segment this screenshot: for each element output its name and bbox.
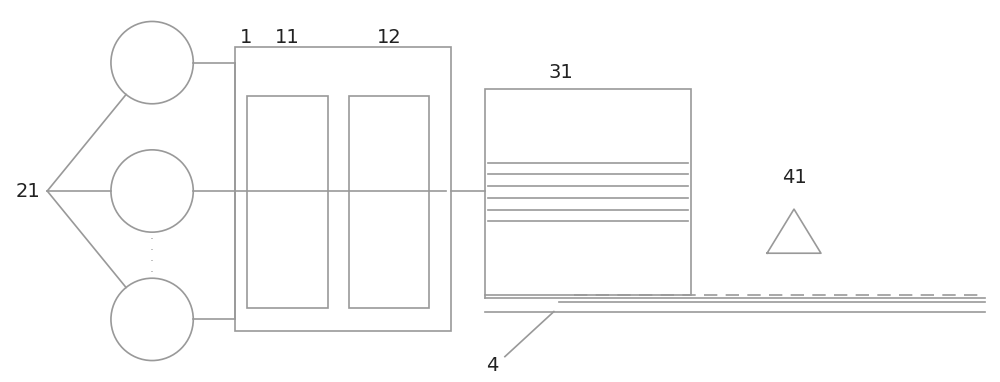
Text: ·
·
·
·: · · · · <box>150 233 154 279</box>
Bar <box>485 89 691 295</box>
Bar <box>235 47 451 331</box>
Bar <box>247 96 328 308</box>
Text: 11: 11 <box>275 28 300 47</box>
Bar <box>349 96 429 308</box>
Text: 21: 21 <box>15 181 40 201</box>
Text: 12: 12 <box>377 28 402 47</box>
Text: 41: 41 <box>782 168 806 187</box>
Text: 4: 4 <box>486 356 498 375</box>
Text: 31: 31 <box>548 63 573 82</box>
Text: 1: 1 <box>240 28 253 47</box>
